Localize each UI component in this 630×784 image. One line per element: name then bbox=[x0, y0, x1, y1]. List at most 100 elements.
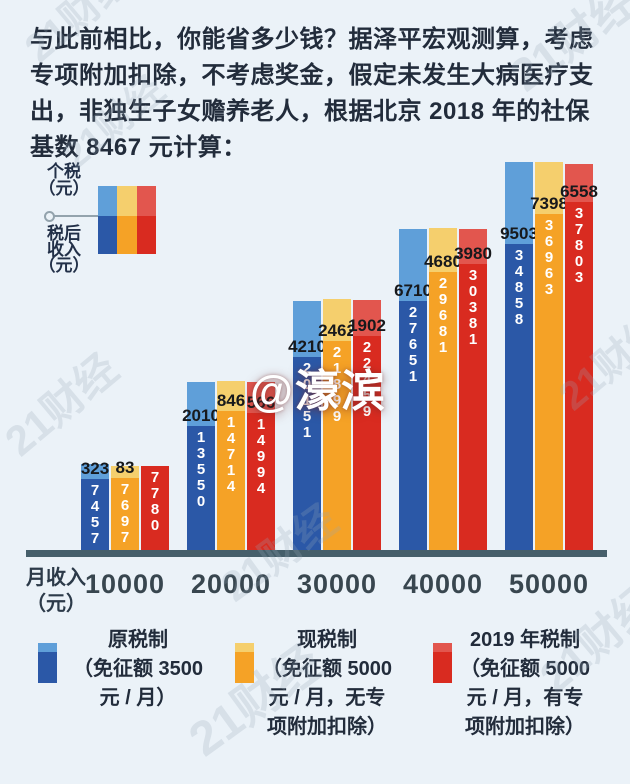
brand-watermark: 21财经 bbox=[179, 636, 332, 767]
tax-segment bbox=[565, 164, 593, 202]
stacked-bar: 7398 36963 bbox=[530, 162, 568, 550]
tax-segment-label-line: 个税 bbox=[47, 162, 81, 181]
mini-tax-swatch bbox=[98, 186, 118, 216]
legend-swatch-light bbox=[235, 643, 254, 652]
net-segment-label-line: （元） bbox=[38, 256, 90, 275]
net-segment-label-line: 收入 bbox=[47, 240, 81, 259]
x-axis-unit-label: 月收入 （元） bbox=[26, 565, 110, 617]
chart-description: 与此前相比，你能省多少钱？据泽平宏观测算，考虑专项附加扣除，不考虑奖金，假定未发… bbox=[30, 26, 594, 161]
tax-value-label: 566 bbox=[246, 393, 276, 412]
tax-segment bbox=[353, 300, 381, 336]
legend-swatch-dark bbox=[433, 652, 452, 683]
net-income-label: 34858 bbox=[514, 247, 524, 328]
tax-value-label: 323 bbox=[80, 459, 110, 478]
net-income-label: 7457 bbox=[90, 482, 100, 547]
net-income-label: 13550 bbox=[196, 429, 206, 510]
mini-net-swatch bbox=[117, 216, 137, 254]
tax-segment bbox=[217, 381, 245, 411]
stacked-bar: 83 7697 bbox=[111, 459, 139, 550]
net-income-label: 14994 bbox=[256, 416, 266, 497]
tax-value-label: 4210 bbox=[288, 337, 326, 356]
tax-segment bbox=[111, 466, 139, 478]
tax-segment bbox=[399, 229, 427, 301]
stacked-bar: 1902 22459 bbox=[348, 300, 386, 550]
tax-segment bbox=[247, 382, 275, 413]
legend-item-line: 原税制 bbox=[108, 629, 168, 651]
stacked-bar: 4680 29681 bbox=[424, 228, 462, 550]
stacked-bar: 566 14994 bbox=[247, 382, 275, 550]
tax-segment bbox=[81, 464, 109, 479]
tax-value-label: 4680 bbox=[424, 252, 462, 271]
stacked-bar: 846 14714 bbox=[217, 381, 245, 550]
legend-swatch-dark bbox=[38, 652, 57, 683]
x-axis-category: 10000 bbox=[84, 569, 166, 599]
stacked-bar: 6558 37803 bbox=[560, 164, 598, 550]
pointer-line bbox=[54, 215, 98, 217]
tax-value-label: 7398 bbox=[530, 194, 568, 213]
mini-tax-swatch bbox=[117, 186, 137, 216]
net-segment-label: 税后 收入 （元） bbox=[34, 224, 94, 275]
tax-segment bbox=[505, 162, 533, 244]
stacked-bar: 3980 30381 bbox=[454, 229, 492, 550]
tax-value-label: 6710 bbox=[394, 281, 432, 300]
legend-swatch-light bbox=[38, 643, 57, 652]
tax-value-label: 3980 bbox=[454, 244, 492, 263]
tax-segment-label: 个税 （元） bbox=[34, 163, 94, 197]
net-income-label: 20151 bbox=[302, 360, 312, 441]
tax-segment bbox=[323, 299, 351, 341]
net-income-label: 22459 bbox=[362, 339, 372, 420]
legend-item-line: 项附加扣除） bbox=[465, 716, 585, 738]
net-segment-label-line: 税后 bbox=[47, 224, 81, 243]
tax-value-label: 2462 bbox=[318, 321, 356, 340]
x-axis-unit-line: （元） bbox=[26, 593, 86, 615]
stacked-bar: 6710 27651 bbox=[394, 229, 432, 550]
legend-item-line: 元 / 月，有专 bbox=[466, 687, 584, 709]
tax-segment bbox=[187, 382, 215, 426]
tax-segment bbox=[293, 301, 321, 357]
tax-value-label: 2010 bbox=[182, 406, 220, 425]
net-income-label: 37803 bbox=[574, 205, 584, 286]
mini-legend-bar bbox=[98, 186, 118, 254]
x-axis-category: 40000 bbox=[402, 569, 484, 599]
tax-segment-label-line: （元） bbox=[38, 179, 90, 198]
tax-segment bbox=[459, 229, 487, 264]
legend-swatch bbox=[38, 643, 57, 683]
net-income-label: 21899 bbox=[332, 344, 342, 425]
x-axis-category: 30000 bbox=[296, 569, 378, 599]
stacked-bar: 2010 13550 bbox=[182, 382, 220, 550]
stacked-bar: 9503 34858 bbox=[500, 162, 538, 550]
watermark-site: @濠滨 bbox=[250, 367, 387, 416]
chart-area: 个税 （元） 税后 收入 （元） 323 7457 2010 13550 4210 201… bbox=[0, 159, 630, 557]
tax-segment bbox=[535, 162, 563, 214]
net-income-label: 7780 bbox=[150, 469, 160, 534]
tax-value-label: 9503 bbox=[500, 224, 538, 243]
mini-net-swatch bbox=[98, 216, 118, 254]
tax-segment bbox=[429, 228, 457, 272]
tax-value-label: 1902 bbox=[348, 316, 386, 335]
stacked-bar: 2462 21899 bbox=[318, 299, 356, 550]
net-income-label: 29681 bbox=[438, 275, 448, 356]
x-axis-category: 50000 bbox=[508, 569, 590, 599]
stacked-bar: 4210 20151 bbox=[288, 301, 326, 550]
tax-value-label: 83 bbox=[115, 458, 135, 477]
legend-swatch-light bbox=[433, 643, 452, 652]
mini-tax-swatch bbox=[136, 186, 156, 216]
x-axis-line bbox=[26, 550, 607, 557]
mini-legend-bar bbox=[136, 186, 156, 254]
net-income-label: 14714 bbox=[226, 414, 236, 495]
mini-legend-bars bbox=[98, 186, 156, 254]
tax-value-label: 846 bbox=[216, 391, 246, 410]
net-income-label: 27651 bbox=[408, 304, 418, 385]
legend-item-line: （免征额 3500 bbox=[72, 658, 204, 680]
mini-net-swatch bbox=[136, 216, 156, 254]
net-income-label: 7697 bbox=[120, 481, 130, 546]
legend-swatch bbox=[433, 643, 452, 683]
net-income-label: 36963 bbox=[544, 217, 554, 298]
net-income-label: 30381 bbox=[468, 267, 478, 348]
tax-value-label: 6558 bbox=[560, 182, 598, 201]
x-axis-unit-line: 月收入 bbox=[26, 567, 86, 589]
mini-legend: 个税 （元） 税后 收入 （元） bbox=[24, 163, 156, 275]
stacked-bar: 323 7457 bbox=[81, 460, 109, 550]
x-axis-category: 20000 bbox=[190, 569, 272, 599]
